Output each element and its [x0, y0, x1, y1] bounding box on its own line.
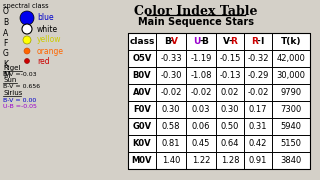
- Circle shape: [22, 24, 32, 34]
- Text: Main Sequence Stars: Main Sequence Stars: [138, 17, 254, 27]
- Text: -: -: [228, 37, 232, 46]
- Text: -0.02: -0.02: [160, 88, 182, 97]
- Text: 1.22: 1.22: [192, 156, 210, 165]
- Text: B-V = 0.00: B-V = 0.00: [3, 98, 36, 104]
- Text: -0.32: -0.32: [247, 54, 269, 63]
- Text: V: V: [223, 37, 230, 46]
- Text: U: U: [194, 37, 201, 46]
- Circle shape: [24, 48, 30, 54]
- Circle shape: [25, 58, 29, 64]
- Text: -0.33: -0.33: [160, 54, 182, 63]
- Text: 5150: 5150: [281, 139, 301, 148]
- Text: red: red: [37, 57, 50, 66]
- Text: 0.02: 0.02: [221, 88, 239, 97]
- Text: V: V: [171, 37, 178, 46]
- Text: 30,000: 30,000: [276, 71, 306, 80]
- Text: 42,000: 42,000: [276, 54, 305, 63]
- Text: 5940: 5940: [281, 122, 301, 131]
- Text: B-V =-0.03: B-V =-0.03: [3, 71, 36, 76]
- Text: -0.02: -0.02: [190, 88, 212, 97]
- Text: B: B: [164, 37, 171, 46]
- Text: -0.13: -0.13: [219, 71, 241, 80]
- Circle shape: [20, 11, 34, 25]
- Text: Color Index Table: Color Index Table: [134, 5, 258, 18]
- Text: -0.15: -0.15: [219, 54, 241, 63]
- Text: -: -: [199, 37, 203, 46]
- Text: O5V: O5V: [132, 54, 152, 63]
- Text: blue: blue: [37, 14, 54, 22]
- Text: -0.30: -0.30: [160, 71, 182, 80]
- Text: I: I: [260, 37, 263, 46]
- Text: 0.58: 0.58: [162, 122, 180, 131]
- Circle shape: [23, 36, 31, 44]
- Text: -0.02: -0.02: [247, 88, 269, 97]
- Text: 0.45: 0.45: [192, 139, 210, 148]
- Text: -0.29: -0.29: [247, 71, 269, 80]
- Text: B: B: [3, 18, 8, 27]
- Text: B-V = 0.656: B-V = 0.656: [3, 84, 40, 89]
- Text: white: white: [37, 24, 58, 33]
- Text: class: class: [129, 37, 155, 46]
- Text: M0V: M0V: [132, 156, 152, 165]
- Text: 0.30: 0.30: [221, 105, 239, 114]
- Text: 0.81: 0.81: [162, 139, 180, 148]
- Text: U-B =-0.05: U-B =-0.05: [3, 105, 37, 109]
- Text: -: -: [169, 37, 173, 46]
- Text: R: R: [251, 37, 258, 46]
- Text: F: F: [3, 39, 7, 48]
- Text: 9790: 9790: [280, 88, 301, 97]
- Text: 0.03: 0.03: [192, 105, 210, 114]
- Text: A0V: A0V: [132, 88, 151, 97]
- Text: 0.30: 0.30: [162, 105, 180, 114]
- Text: 0.31: 0.31: [249, 122, 267, 131]
- Text: G0V: G0V: [132, 122, 152, 131]
- Text: Sun: Sun: [3, 77, 16, 83]
- Text: A: A: [3, 28, 8, 37]
- Text: K: K: [3, 60, 8, 69]
- Text: 0.42: 0.42: [249, 139, 267, 148]
- Text: 7300: 7300: [280, 105, 302, 114]
- Bar: [128, 33, 310, 169]
- Text: -1.19: -1.19: [190, 54, 212, 63]
- Text: T(k): T(k): [281, 37, 301, 46]
- Text: -1.08: -1.08: [190, 71, 212, 80]
- Text: O: O: [3, 8, 9, 17]
- Text: 0.64: 0.64: [221, 139, 239, 148]
- Text: M: M: [3, 71, 10, 80]
- Text: yellow: yellow: [37, 35, 61, 44]
- Text: G: G: [3, 50, 9, 59]
- Text: Rigel: Rigel: [3, 65, 20, 71]
- Text: 3840: 3840: [280, 156, 302, 165]
- Text: B0V: B0V: [133, 71, 151, 80]
- Text: -: -: [256, 37, 260, 46]
- Text: 0.06: 0.06: [192, 122, 210, 131]
- Text: 1.40: 1.40: [162, 156, 180, 165]
- Text: R: R: [230, 37, 237, 46]
- Text: 0.17: 0.17: [249, 105, 267, 114]
- Text: 1.28: 1.28: [221, 156, 239, 165]
- Text: Sirius: Sirius: [3, 90, 22, 96]
- Text: spectral class: spectral class: [3, 3, 49, 9]
- Text: 0.50: 0.50: [221, 122, 239, 131]
- Text: K0V: K0V: [133, 139, 151, 148]
- Text: B: B: [201, 37, 208, 46]
- Text: F0V: F0V: [133, 105, 151, 114]
- Text: orange: orange: [37, 46, 64, 55]
- Text: 0.91: 0.91: [249, 156, 267, 165]
